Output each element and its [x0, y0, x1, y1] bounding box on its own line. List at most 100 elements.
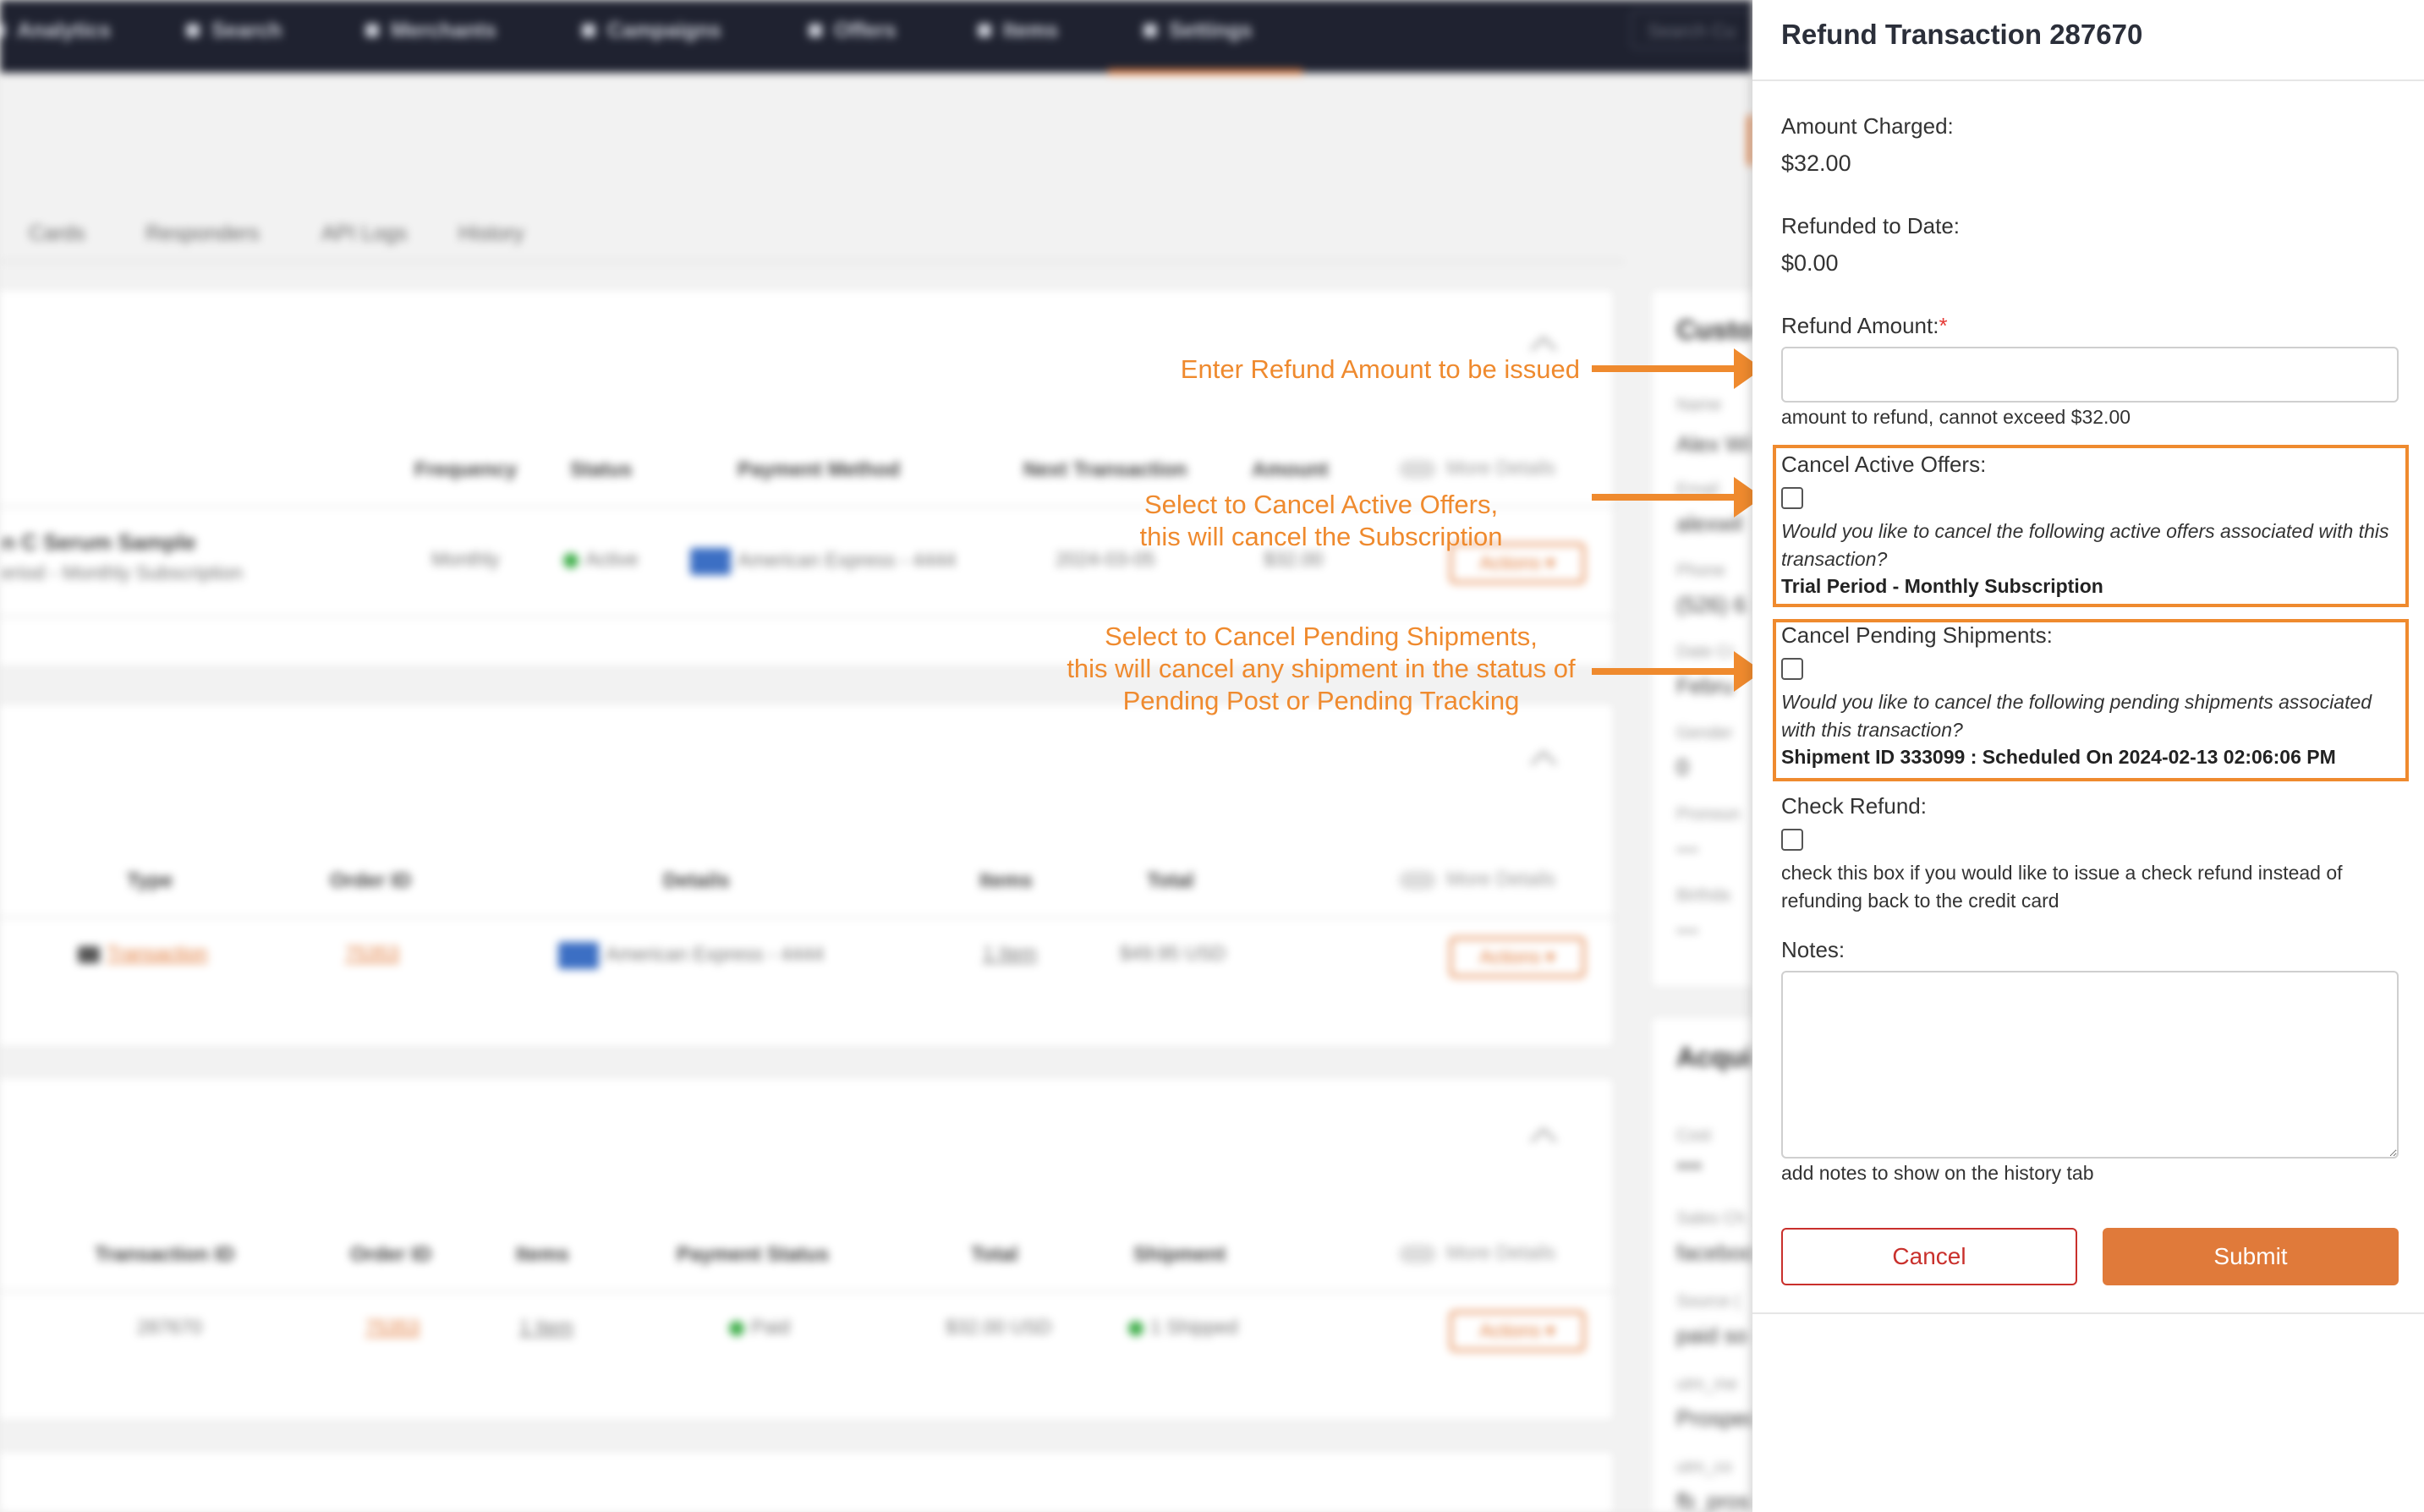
order-items[interactable]: 1 Item [983, 942, 1037, 964]
col-type: Type [127, 869, 173, 892]
amount-charged-label: Amount Charged: [1781, 113, 1954, 139]
items-icon [978, 24, 991, 37]
col-payment-status: Payment Status [677, 1243, 830, 1266]
header-action-button[interactable] [1747, 114, 1752, 167]
col-next-transaction: Next Transaction [1023, 458, 1187, 481]
offer-status: Active [563, 548, 639, 571]
more-details-toggle[interactable] [1399, 460, 1436, 479]
cancel-offers-checkbox[interactable] [1781, 487, 1803, 509]
offer-subtitle[interactable]: eriod - Monthly Subscription [2, 562, 244, 583]
next-card [0, 1449, 1615, 1512]
check-refund-help: check this box if you would like to issu… [1781, 862, 2343, 912]
customer-card-title: Custo [1676, 315, 1752, 345]
highlight-cancel-shipments [1773, 619, 2409, 781]
side-label: Pronoun [1676, 805, 1741, 824]
side-value: (526) 6 [1676, 592, 1747, 617]
nav-campaigns[interactable]: Campaigns [582, 19, 721, 43]
collapse-icon[interactable] [1530, 1127, 1557, 1154]
side-label: Birthda [1676, 886, 1730, 905]
check-refund-checkbox[interactable] [1781, 829, 1803, 851]
offers-card: Frequency Status Payment Method Next Tra… [0, 288, 1617, 668]
analytics-icon [0, 24, 5, 37]
divider [0, 1290, 1617, 1292]
cancel-offers-question: Would you like to cancel the following a… [1781, 520, 2389, 570]
col-details: Details [663, 869, 730, 892]
side-value: faceboo [1676, 1240, 1752, 1265]
panel-title: Refund Transaction 287670 [1781, 19, 2143, 50]
annotation-refund-amount: Enter Refund Amount to be issued [1180, 354, 1580, 384]
transaction-order-link[interactable]: 75353 [365, 1316, 420, 1338]
order-details-text: American Express - 4444 [606, 943, 825, 966]
nav-label: Campaigns [607, 19, 721, 42]
refund-amount-label-text: Refund Amount: [1781, 313, 1939, 338]
transaction-shipment: 1 Shipped [1128, 1316, 1238, 1339]
col-frequency: Frequency [414, 458, 518, 481]
refund-amount-input[interactable] [1781, 347, 2399, 403]
col-items: Items [979, 869, 1033, 892]
tab-history[interactable]: History [458, 222, 524, 245]
side-value: 0 [1676, 754, 1689, 780]
side-label: Phone [1676, 562, 1725, 580]
nav-offers[interactable]: Offers [809, 19, 897, 43]
order-actions-button[interactable]: Actions ▾ [1450, 937, 1585, 978]
merchants-icon [365, 24, 379, 37]
payment-status-text: Paid [751, 1316, 791, 1338]
order-details: American Express - 4444 [558, 942, 824, 969]
offer-actions-button[interactable]: Actions ▾ [1450, 543, 1585, 583]
offers-icon [809, 24, 822, 37]
refund-amount-help: amount to refund, cannot exceed $32.00 [1781, 406, 2131, 428]
shipment-text[interactable]: 1 Shipped [1150, 1316, 1238, 1338]
cancel-shipments-checkbox[interactable] [1781, 658, 1803, 680]
transaction-id: 287670 [137, 1316, 202, 1338]
nav-analytics[interactable]: Analytics [0, 19, 111, 43]
col-order-id: Order ID [350, 1243, 432, 1266]
paid-dot-icon [729, 1320, 744, 1336]
submit-button[interactable]: Submit [2103, 1228, 2399, 1285]
side-value: Alex Wil [1676, 431, 1752, 457]
more-details-toggle[interactable] [1399, 871, 1436, 890]
nav-settings[interactable]: Settings [1143, 19, 1253, 43]
annotation-offers-line1: Select to Cancel Active Offers, [1143, 490, 1499, 519]
side-label: Sales Ch [1676, 1209, 1746, 1228]
panel-footer-divider [1752, 1312, 2424, 1314]
search-icon [186, 24, 200, 37]
customer-subtabs: Cards Responders API Logs History [0, 211, 1624, 262]
shipped-dot-icon [1128, 1320, 1143, 1336]
offer-next-transaction: 2024-03-05 [1056, 548, 1155, 570]
acquisition-card: Acqui Cost *** Sales Ch faceboo Source (… [1649, 1015, 1752, 1512]
background-app: Analytics Search Merchants Campaigns Off… [0, 0, 1752, 1512]
col-order-id: Order ID [330, 869, 412, 892]
tab-cards[interactable]: Cards [29, 222, 85, 245]
nav-label: Settings [1169, 19, 1253, 42]
collapse-icon[interactable] [1530, 750, 1557, 777]
nav-label: Search [211, 19, 282, 42]
offer-frequency: Monthly [431, 548, 500, 570]
notes-textarea[interactable] [1781, 971, 2399, 1159]
order-type-link[interactable]: Transaction [107, 942, 208, 964]
offer-amount: $32.00 [1264, 548, 1324, 570]
transaction-actions-button[interactable]: Actions ▾ [1450, 1311, 1585, 1351]
refund-panel: Refund Transaction 287670 Amount Charged… [1752, 0, 2424, 1512]
nav-merchants[interactable]: Merchants [365, 19, 496, 43]
tab-api-logs[interactable]: API Logs [321, 222, 408, 245]
more-details-toggle[interactable] [1399, 1245, 1436, 1263]
transaction-items[interactable]: 1 Item [519, 1316, 573, 1338]
offer-status-text: Active [585, 548, 639, 570]
more-details-label: More Details [1446, 868, 1556, 890]
side-label: utm_co [1676, 1458, 1732, 1476]
col-payment-method: Payment Method [738, 458, 901, 481]
divider [0, 616, 1617, 617]
nav-search-input[interactable]: Search Cu [1631, 10, 1752, 49]
side-label: Source ( [1676, 1292, 1741, 1311]
nav-label: Items [1003, 19, 1059, 42]
cancel-button[interactable]: Cancel [1781, 1228, 2077, 1285]
transaction-icon [78, 945, 100, 963]
nav-items[interactable]: Items [978, 19, 1058, 43]
tab-responders[interactable]: Responders [145, 222, 260, 245]
order-id-link[interactable]: 75353 [345, 942, 399, 964]
nav-search[interactable]: Search [186, 19, 282, 43]
side-label: Name [1676, 396, 1722, 414]
cancel-shipments-label: Cancel Pending Shipments: [1781, 622, 2053, 648]
amount-charged-value: $32.00 [1781, 151, 1851, 176]
offer-product-name[interactable]: n C Serum Sample [2, 529, 196, 555]
